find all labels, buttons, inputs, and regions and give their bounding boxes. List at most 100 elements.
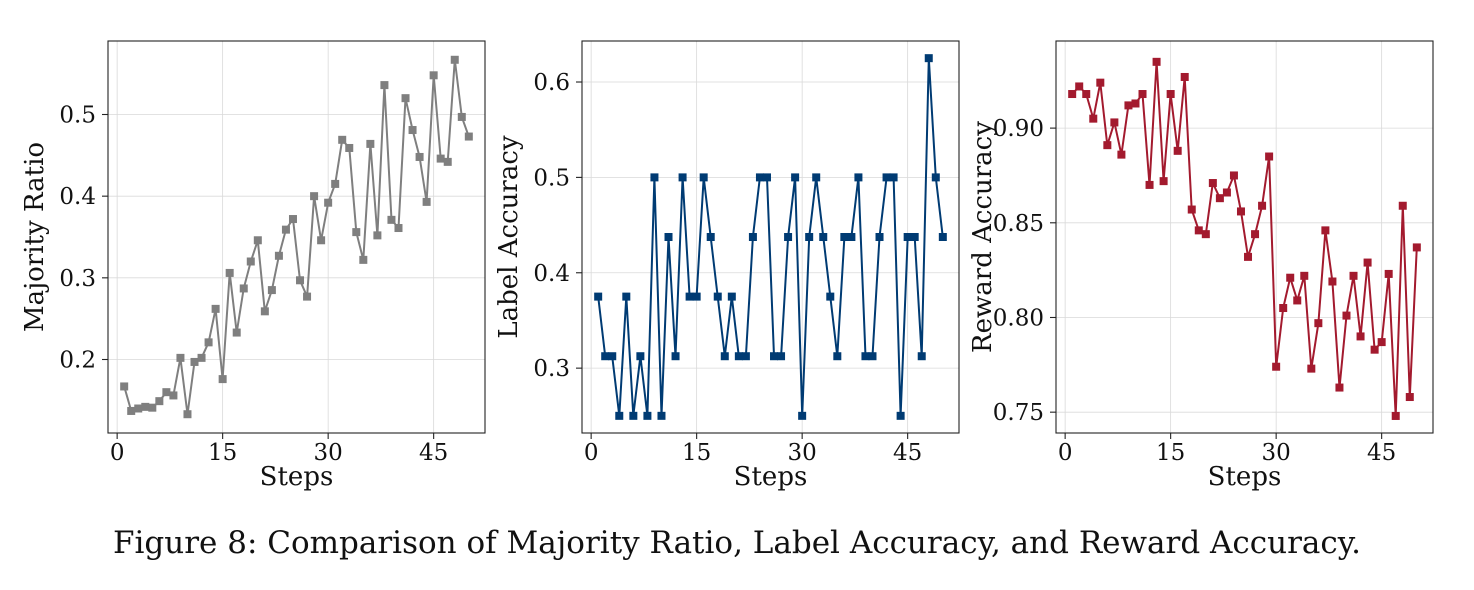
data-point	[373, 231, 382, 240]
data-point	[1194, 226, 1203, 235]
data-point	[345, 143, 354, 152]
data-point	[232, 328, 241, 337]
data-point	[1222, 188, 1231, 197]
data-point	[1201, 230, 1210, 239]
data-point	[1096, 78, 1105, 87]
data-point	[246, 257, 255, 266]
data-point	[303, 292, 312, 301]
y-tick-label: 0.80	[993, 305, 1044, 331]
data-point	[211, 304, 220, 313]
data-point	[1208, 179, 1217, 188]
data-point	[1166, 90, 1175, 99]
y-tick-label: 0.3	[533, 356, 570, 382]
data-point	[664, 233, 673, 241]
data-point	[1300, 271, 1309, 280]
data-point	[854, 173, 863, 182]
data-point	[260, 307, 269, 316]
data-point	[1272, 362, 1281, 371]
data-point	[450, 55, 459, 64]
chart-panel-1: 0 15 30 45 0.2 0.3 0.4 0.5 Steps Majority Ratio	[20, 40, 486, 492]
data-point	[741, 352, 750, 361]
data-point	[819, 233, 828, 241]
data-point	[840, 233, 849, 241]
data-point	[910, 233, 919, 241]
data-point	[1314, 319, 1323, 328]
y-tick-label: 0.5	[59, 103, 96, 129]
data-point	[650, 173, 659, 182]
data-point	[288, 215, 297, 224]
data-point	[267, 286, 276, 295]
data-point	[1265, 152, 1274, 161]
data-point	[331, 179, 340, 188]
data-point	[1152, 57, 1161, 66]
data-point	[1286, 273, 1295, 282]
y-tick-label: 0.6	[533, 70, 570, 96]
x-tick-label: 15	[682, 440, 711, 466]
y-tick-label: 0.4	[533, 261, 570, 287]
x-tick-label: 45	[1367, 440, 1396, 466]
data-point	[1138, 90, 1147, 99]
data-point	[443, 157, 452, 166]
y-tick-label: 0.2	[59, 348, 96, 374]
data-point	[422, 197, 431, 206]
data-point	[706, 233, 715, 241]
data-point	[777, 352, 786, 361]
data-point	[274, 251, 283, 260]
data-point	[1370, 345, 1379, 354]
data-point	[1110, 118, 1119, 127]
data-point	[601, 352, 610, 361]
data-point	[197, 353, 206, 362]
data-point	[1293, 296, 1302, 305]
data-point	[429, 71, 438, 80]
data-point	[1335, 383, 1344, 392]
data-point	[387, 215, 396, 224]
data-point	[359, 255, 368, 264]
data-point	[1363, 258, 1372, 267]
data-point	[875, 233, 884, 241]
series-line	[1071, 60, 1418, 417]
data-point	[155, 397, 164, 406]
x-tick-label: 30	[1262, 440, 1291, 466]
data-point	[1145, 180, 1154, 189]
data-point	[1082, 90, 1091, 99]
y-axis-label: Majority Ratio	[20, 142, 50, 332]
data-point	[678, 173, 687, 182]
data-point	[826, 292, 835, 301]
data-point	[1342, 311, 1351, 320]
data-point	[1244, 252, 1253, 261]
data-point	[868, 352, 877, 361]
data-point	[1187, 205, 1196, 214]
data-point	[748, 233, 757, 241]
data-point	[1391, 411, 1400, 420]
data-point	[847, 233, 856, 241]
data-point	[253, 236, 262, 245]
data-point	[464, 132, 473, 141]
data-point	[148, 403, 157, 412]
y-tick-label: 0.75	[993, 400, 1044, 426]
data-point	[1279, 304, 1288, 313]
data-point	[1159, 177, 1168, 186]
x-tick-label: 0	[1058, 440, 1073, 466]
data-point	[134, 404, 143, 413]
data-point	[1215, 194, 1224, 203]
y-tick-label: 0.4	[59, 184, 96, 210]
data-point	[755, 173, 764, 182]
chart-panel-3: 0 15 30 45 0.75 0.80 0.85 0.90 Steps Reward Accur…	[968, 40, 1434, 492]
x-tick-label: 15	[1156, 440, 1185, 466]
x-axis-label: Steps	[260, 462, 334, 492]
data-point	[629, 411, 638, 420]
data-point	[1131, 99, 1140, 108]
data-point	[727, 292, 736, 301]
data-point	[699, 173, 708, 182]
data-point	[896, 411, 905, 420]
data-point	[239, 284, 248, 293]
y-tick-label: 0.5	[533, 165, 570, 191]
data-point	[1349, 271, 1358, 280]
data-point	[1412, 243, 1421, 252]
data-point	[176, 353, 185, 362]
data-point	[436, 154, 445, 163]
data-point	[784, 233, 793, 241]
data-point	[190, 357, 199, 366]
data-point	[204, 338, 213, 347]
data-point	[608, 352, 617, 361]
